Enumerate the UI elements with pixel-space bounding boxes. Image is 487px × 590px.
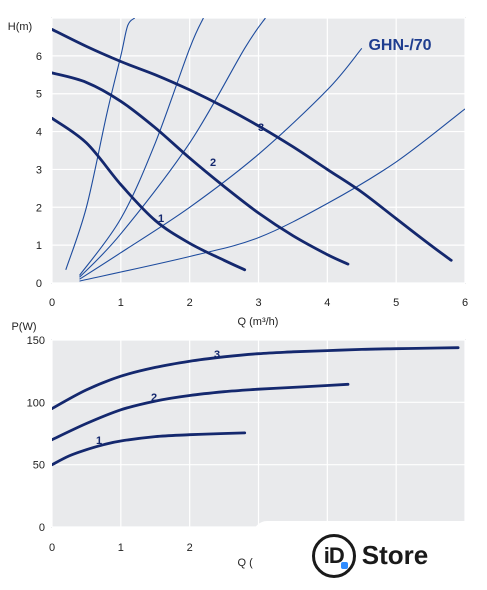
x-tick-label: 0 <box>49 542 55 554</box>
series-curve-1 <box>52 116 247 272</box>
series-label-3: 3 <box>214 349 220 361</box>
y-axis-title: P(W) <box>11 321 36 333</box>
chart-1: 1 2 3 0 1 2 3 4 5 6 0 1 2 3 4 5 6 H(m) Q (m³/h) GHN-/70 <box>8 17 468 328</box>
y-tick-label: 3 <box>36 164 42 176</box>
x-tick-label: 6 <box>462 297 468 309</box>
x-tick-label: 1 <box>118 297 124 309</box>
series-curve-3 <box>52 346 460 410</box>
x-axis-title: Q (m³/h) <box>238 316 279 328</box>
series-label-1: 1 <box>96 435 102 447</box>
series-curve-1 <box>52 431 247 467</box>
x-tick-label: 3 <box>255 297 261 309</box>
system-curve-1 <box>65 18 136 270</box>
x-tick-label: 2 <box>187 297 193 309</box>
chart-title: GHN-/70 <box>368 37 431 54</box>
x-tick-label: 2 <box>187 542 193 554</box>
x-tick-label: 1 <box>118 542 124 554</box>
series-label-1: 1 <box>158 213 164 225</box>
curves-group <box>52 346 460 467</box>
y-tick-label: 1 <box>36 240 42 252</box>
series-curve-2 <box>52 71 350 266</box>
system-curve-3 <box>79 18 266 278</box>
store-logo: iD Store <box>253 521 487 590</box>
y-tick-label: 100 <box>27 397 45 409</box>
store-logo-text: Store <box>361 540 429 570</box>
store-logo-badge: iD <box>311 533 356 578</box>
system-curve-2 <box>79 18 204 276</box>
curves-group <box>52 18 465 282</box>
y-tick-label: 150 <box>27 335 45 347</box>
system-curve-5 <box>79 108 465 282</box>
y-tick-label: 0 <box>36 278 42 290</box>
series-label-3: 3 <box>258 122 264 134</box>
series-label-2: 2 <box>151 392 157 404</box>
x-tick-label: 4 <box>324 297 330 309</box>
x-tick-label: 0 <box>49 297 55 309</box>
system-curve-4 <box>79 47 363 280</box>
y-tick-label: 6 <box>36 51 42 63</box>
y-axis-title: H(m) <box>8 21 32 33</box>
y-tick-label: 4 <box>36 127 42 139</box>
series-curve-3 <box>52 28 453 262</box>
y-tick-label: 50 <box>33 460 45 472</box>
y-tick-label: 5 <box>36 89 42 101</box>
y-tick-label: 0 <box>39 522 45 534</box>
series-label-2: 2 <box>210 157 216 169</box>
y-tick-label: 2 <box>36 202 42 214</box>
x-tick-label: 5 <box>393 297 399 309</box>
series-curve-2 <box>52 382 350 442</box>
store-logo-badge-text: iD <box>323 542 345 568</box>
store-logo-dot <box>340 561 348 569</box>
